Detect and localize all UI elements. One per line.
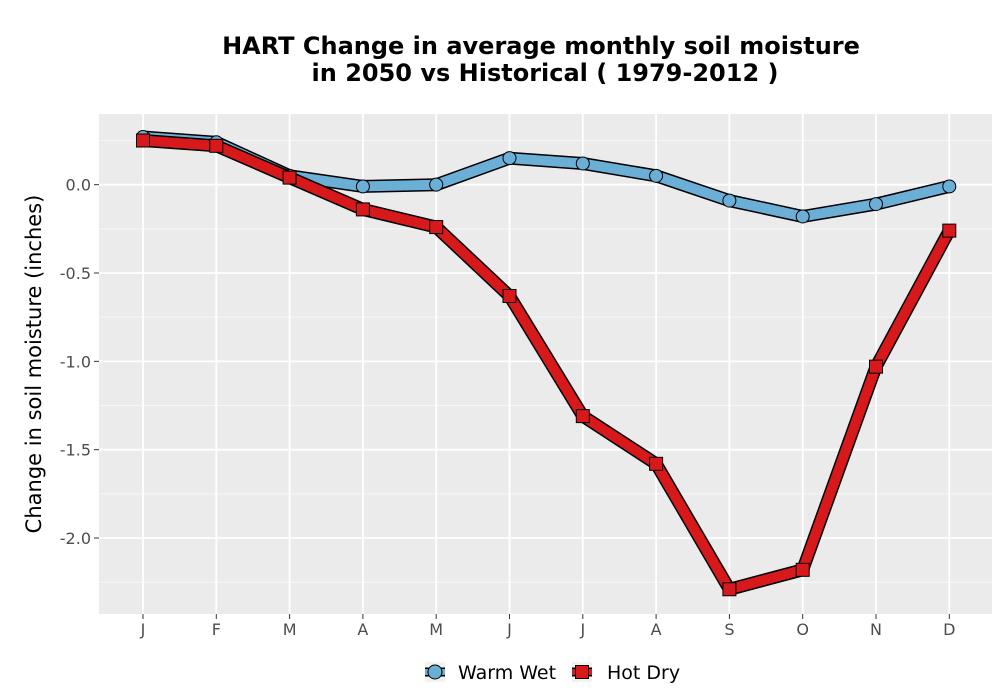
data-point-hot-dry [136, 133, 150, 148]
x-tick-label: J [579, 620, 585, 639]
data-point-warm-wet [795, 209, 810, 224]
y-tick-label: 0.0 [66, 176, 91, 195]
y-tick-label: -1.5 [60, 441, 91, 460]
data-point-hot-dry [355, 202, 370, 217]
data-point-hot-dry [282, 170, 297, 185]
x-tick-label: A [357, 620, 368, 639]
chart-title-line-1: HART Change in average monthly soil mois… [222, 32, 860, 60]
data-point-warm-wet [355, 179, 370, 194]
grid-minor [99, 140, 992, 583]
series-layer [136, 129, 957, 597]
y-tick-label: -2.0 [60, 529, 91, 548]
data-point-hot-dry [575, 409, 590, 424]
data-point-warm-wet [649, 168, 664, 183]
legend-label-warm-wet: Warm Wet [458, 662, 556, 684]
x-tick-label: F [212, 620, 221, 639]
data-point-hot-dry [649, 456, 664, 471]
data-point-hot-dry [942, 223, 957, 238]
data-point-warm-wet [502, 151, 517, 166]
data-point-warm-wet [942, 179, 957, 194]
x-tick-label: D [943, 620, 955, 639]
data-point-warm-wet [575, 156, 590, 171]
x-tick-label: A [651, 620, 662, 639]
y-tick-label: -0.5 [60, 264, 91, 283]
legend-item-warm-wet: Warm Wet [425, 662, 556, 684]
data-point-hot-dry [722, 582, 737, 597]
y-axis-ticks: 0.0 -0.5 -1.0 -1.5 -2.0 [60, 176, 99, 548]
y-tick-label: -1.0 [60, 352, 91, 371]
legend-item-hot-dry: Hot Dry [572, 662, 680, 684]
chart-title-line-2: in 2050 vs Historical ( 1979-2012 ) [312, 59, 779, 87]
data-point-hot-dry [869, 359, 883, 374]
data-point-warm-wet [722, 193, 737, 208]
x-tick-label: M [429, 620, 443, 639]
data-point-warm-wet [429, 177, 444, 192]
x-tick-label: J [506, 620, 512, 639]
legend: Warm Wet Hot Dry [425, 662, 680, 684]
x-tick-label: J [140, 620, 146, 639]
series-line-hot-dry [142, 135, 954, 595]
data-point-warm-wet [869, 197, 883, 212]
x-tick-label: S [724, 620, 734, 639]
legend-label-hot-dry: Hot Dry [607, 662, 680, 684]
x-tick-label: M [283, 620, 297, 639]
data-point-hot-dry [795, 562, 810, 577]
x-tick-label: N [870, 620, 882, 639]
x-tick-label: O [796, 620, 809, 639]
y-axis-label: Change in soil moisture (inches) [22, 195, 46, 534]
data-point-hot-dry [502, 288, 517, 303]
data-point-hot-dry [429, 220, 444, 235]
data-point-hot-dry [209, 138, 224, 153]
